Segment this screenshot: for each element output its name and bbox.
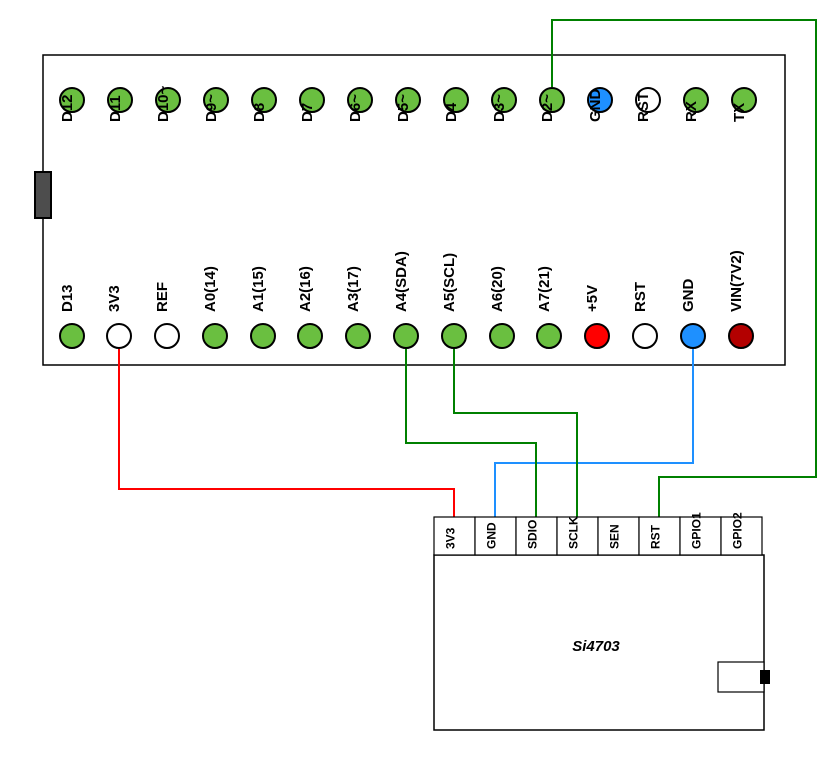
arduino-board: D12 D11 D10~ D9~ D8 D7 D6~ D5~ D4 D3~ D2~ GND RST RX T… bbox=[35, 55, 785, 365]
pin-label: GND bbox=[680, 279, 697, 313]
pin-label: A0(14) bbox=[202, 266, 219, 312]
pin-label: D4 bbox=[443, 102, 460, 122]
pin-label: +5V bbox=[584, 285, 601, 312]
pin-label: A7(21) bbox=[536, 266, 553, 312]
pin-label: TX bbox=[731, 103, 748, 122]
si4703-module: 3V3 GND SDIO SCLK SEN RST GPIO1 GPIO2 Si4703 bbox=[434, 512, 770, 730]
pin-label: D12 bbox=[59, 94, 76, 122]
chip-pin-label: SDIO bbox=[526, 520, 540, 549]
pin-label: D2~ bbox=[539, 94, 556, 122]
chip-pin-label: SEN bbox=[608, 524, 622, 549]
chip-pin-label: 3V3 bbox=[444, 527, 458, 549]
pin-label: D13 bbox=[59, 284, 76, 312]
pin-label: 3V3 bbox=[106, 285, 123, 312]
pin-label: D11 bbox=[107, 95, 124, 122]
pin-label: D10~ bbox=[155, 85, 172, 122]
pin-label: D9~ bbox=[203, 94, 220, 122]
chip-pin-label: GND bbox=[485, 522, 499, 549]
pin-label: D5~ bbox=[395, 94, 412, 122]
pin-label: A1(15) bbox=[250, 266, 267, 312]
pin-label: A6(20) bbox=[489, 266, 506, 312]
pin-label: D6~ bbox=[347, 94, 364, 122]
chip-pin-label: GPIO1 bbox=[690, 512, 704, 549]
chip-pin-label: SCLK bbox=[567, 516, 581, 549]
pin-label: VIN(7V2) bbox=[728, 250, 745, 312]
chip-pin-label: GPIO2 bbox=[731, 512, 745, 549]
chip-pin-label: RST bbox=[649, 524, 663, 549]
pin-label: RX bbox=[683, 101, 700, 122]
pin-label: GND bbox=[587, 89, 604, 123]
wiring-diagram: D12 D11 D10~ D9~ D8 D7 D6~ D5~ D4 D3~ D2~ GND RST RX T… bbox=[0, 0, 839, 765]
pin-label: RST bbox=[632, 282, 649, 312]
pin-label: A2(16) bbox=[297, 266, 314, 312]
pin-label: D3~ bbox=[491, 94, 508, 122]
pin-label: A3(17) bbox=[345, 266, 362, 312]
pin-label: D8 bbox=[251, 103, 268, 122]
pin-label: RST bbox=[635, 92, 652, 122]
chip-label: Si4703 bbox=[572, 638, 620, 655]
pin-label: A4(SDA) bbox=[393, 251, 410, 312]
pin-label: D7 bbox=[299, 103, 316, 122]
pin-label: A5(SCL) bbox=[441, 253, 458, 312]
pin-label: REF bbox=[154, 282, 171, 312]
